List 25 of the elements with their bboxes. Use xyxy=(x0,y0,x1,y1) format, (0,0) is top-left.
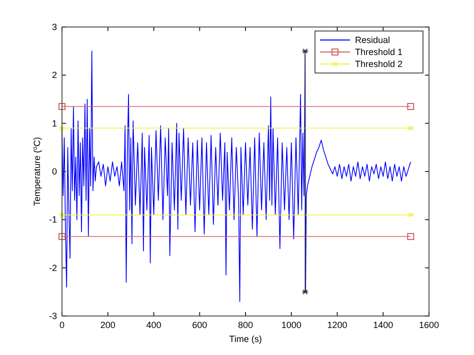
x-tick-label: 600 xyxy=(192,320,208,330)
y-tick-label: -3 xyxy=(48,311,57,321)
x-tick-label: 200 xyxy=(100,320,116,330)
point xyxy=(58,233,66,240)
legend-label: Residual xyxy=(355,35,390,45)
point xyxy=(407,233,414,240)
line-series xyxy=(62,50,412,302)
x-tick-label: 0 xyxy=(59,320,65,330)
point xyxy=(58,102,66,110)
y-tick-label: -2 xyxy=(48,262,57,273)
y-tick-label: 1 xyxy=(52,118,57,128)
legend-label: Threshold 1 xyxy=(355,47,403,57)
x-tick-label: 400 xyxy=(146,320,162,330)
x-axis-title: Time (s) xyxy=(229,334,262,344)
x-tick-label: 1600 xyxy=(418,320,440,330)
x-tick-label: 1000 xyxy=(281,320,302,330)
y-tick-label: 0 xyxy=(52,166,57,176)
y-tick-label: -1 xyxy=(48,214,57,225)
x-tick-label: 1200 xyxy=(327,320,348,330)
legend-label: Threshold 2 xyxy=(355,59,403,69)
y-tick-label: 3 xyxy=(52,22,57,32)
x-tick-label: 800 xyxy=(238,320,254,330)
point xyxy=(407,102,414,110)
y-tick-label: 2 xyxy=(52,70,57,80)
x-tick-label: 1400 xyxy=(373,320,394,330)
